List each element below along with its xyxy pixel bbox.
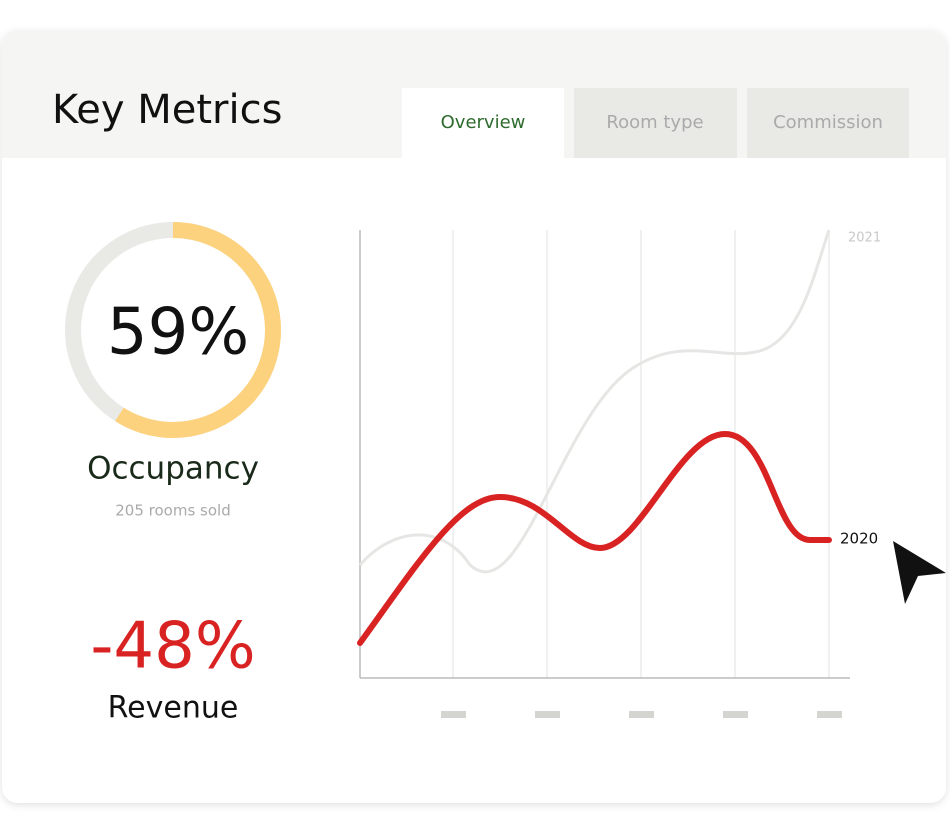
card bbox=[2, 30, 946, 803]
revenue-value: -48% bbox=[90, 610, 255, 684]
gauge-arc bbox=[115, 222, 281, 438]
line-2021 bbox=[358, 229, 831, 574]
tab-label[interactable]: Commission bbox=[773, 112, 883, 133]
series-label: 2021 bbox=[848, 231, 881, 246]
x-placeholders bbox=[441, 711, 842, 718]
revenue-label: Revenue bbox=[108, 691, 239, 726]
tab-overview[interactable] bbox=[402, 88, 564, 158]
occupancy-subtitle: 205 rooms sold bbox=[115, 502, 230, 520]
series-label: 2020 bbox=[840, 530, 878, 548]
tab-commission[interactable] bbox=[747, 88, 909, 158]
tab-label[interactable]: Room type bbox=[606, 112, 703, 133]
cursor bbox=[893, 541, 946, 604]
tab-room-type[interactable] bbox=[574, 88, 737, 158]
grid bbox=[452, 230, 830, 678]
line-2020 bbox=[357, 430, 832, 646]
title: Key Metrics bbox=[52, 87, 282, 133]
tab-label[interactable]: Overview bbox=[441, 112, 526, 133]
occupancy-value: 59% bbox=[107, 296, 249, 370]
occupancy-label: Occupancy bbox=[87, 451, 259, 487]
